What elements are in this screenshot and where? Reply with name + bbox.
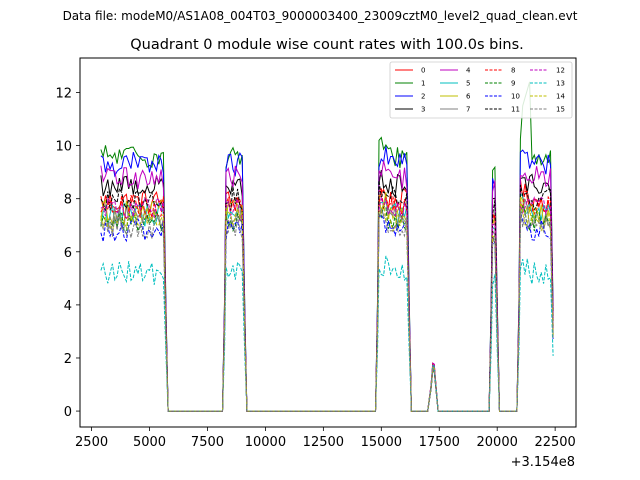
x-offset-label: +3.154e8: [511, 455, 575, 470]
y-tick-label: 10: [55, 140, 72, 155]
legend-label: 7: [466, 106, 470, 114]
suptitle: Data file: modeM0/AS1A08_004T03_90000034…: [63, 9, 578, 23]
x-tick-label: 10000: [245, 435, 286, 450]
series-layer: [100, 81, 554, 412]
series-line-10: [100, 211, 554, 412]
series-line-0: [100, 178, 554, 412]
legend-label: 5: [466, 80, 470, 88]
chart-title: Quadrant 0 module wise count rates with …: [130, 37, 524, 53]
series-line-3: [100, 170, 554, 412]
series-line-5: [100, 192, 554, 412]
legend-label: 1: [421, 80, 425, 88]
x-tick-label: 20000: [477, 435, 518, 450]
x-tick-label: 17500: [419, 435, 460, 450]
legend-label: 0: [421, 67, 425, 75]
legend-label: 3: [421, 106, 425, 114]
legend-label: 12: [556, 67, 565, 75]
y-tick-label: 4: [64, 299, 72, 314]
series-line-9: [100, 204, 554, 412]
series-line-14: [100, 197, 554, 412]
legend-label: 13: [556, 80, 565, 88]
series-line-15: [100, 207, 554, 412]
legend-label: 6: [466, 93, 471, 101]
legend-label: 10: [511, 93, 520, 101]
y-tick-label: 8: [64, 193, 72, 208]
series-line-11: [100, 180, 554, 412]
y-axis: 0 2 4 6 8 10 12: [55, 87, 80, 420]
legend-label: 11: [511, 106, 520, 114]
x-tick-label: 12500: [303, 435, 344, 450]
legend-box: [389, 61, 573, 119]
series-line-4: [100, 160, 554, 412]
series-line-13: [100, 255, 554, 412]
series-line-2: [100, 146, 554, 412]
x-tick-label: 7500: [191, 435, 224, 450]
x-tick-label: 22500: [534, 435, 575, 450]
x-tick-label: 5000: [133, 435, 166, 450]
series-line-1: [100, 81, 554, 412]
plot-frame: [79, 57, 577, 428]
legend-label: 8: [511, 67, 515, 75]
series-line-7: [100, 198, 554, 412]
y-tick-label: 0: [64, 405, 72, 420]
series-line-8: [100, 187, 554, 412]
x-axis: 2500 5000 7500 10000 12500 15000 17500 20000 225…: [75, 427, 576, 450]
x-tick-label: 2500: [75, 435, 108, 450]
legend-label: 4: [466, 67, 471, 75]
y-tick-label: 12: [55, 87, 72, 102]
y-tick-label: 6: [64, 246, 72, 261]
series-line-12: [100, 196, 554, 412]
legend-label: 15: [556, 106, 565, 114]
legend-label: 9: [511, 80, 515, 88]
x-tick-label: 15000: [361, 435, 402, 450]
series-line-6: [100, 192, 554, 412]
legend-label: 14: [556, 93, 565, 101]
y-tick-label: 2: [64, 352, 72, 367]
legend-label: 2: [421, 93, 425, 101]
